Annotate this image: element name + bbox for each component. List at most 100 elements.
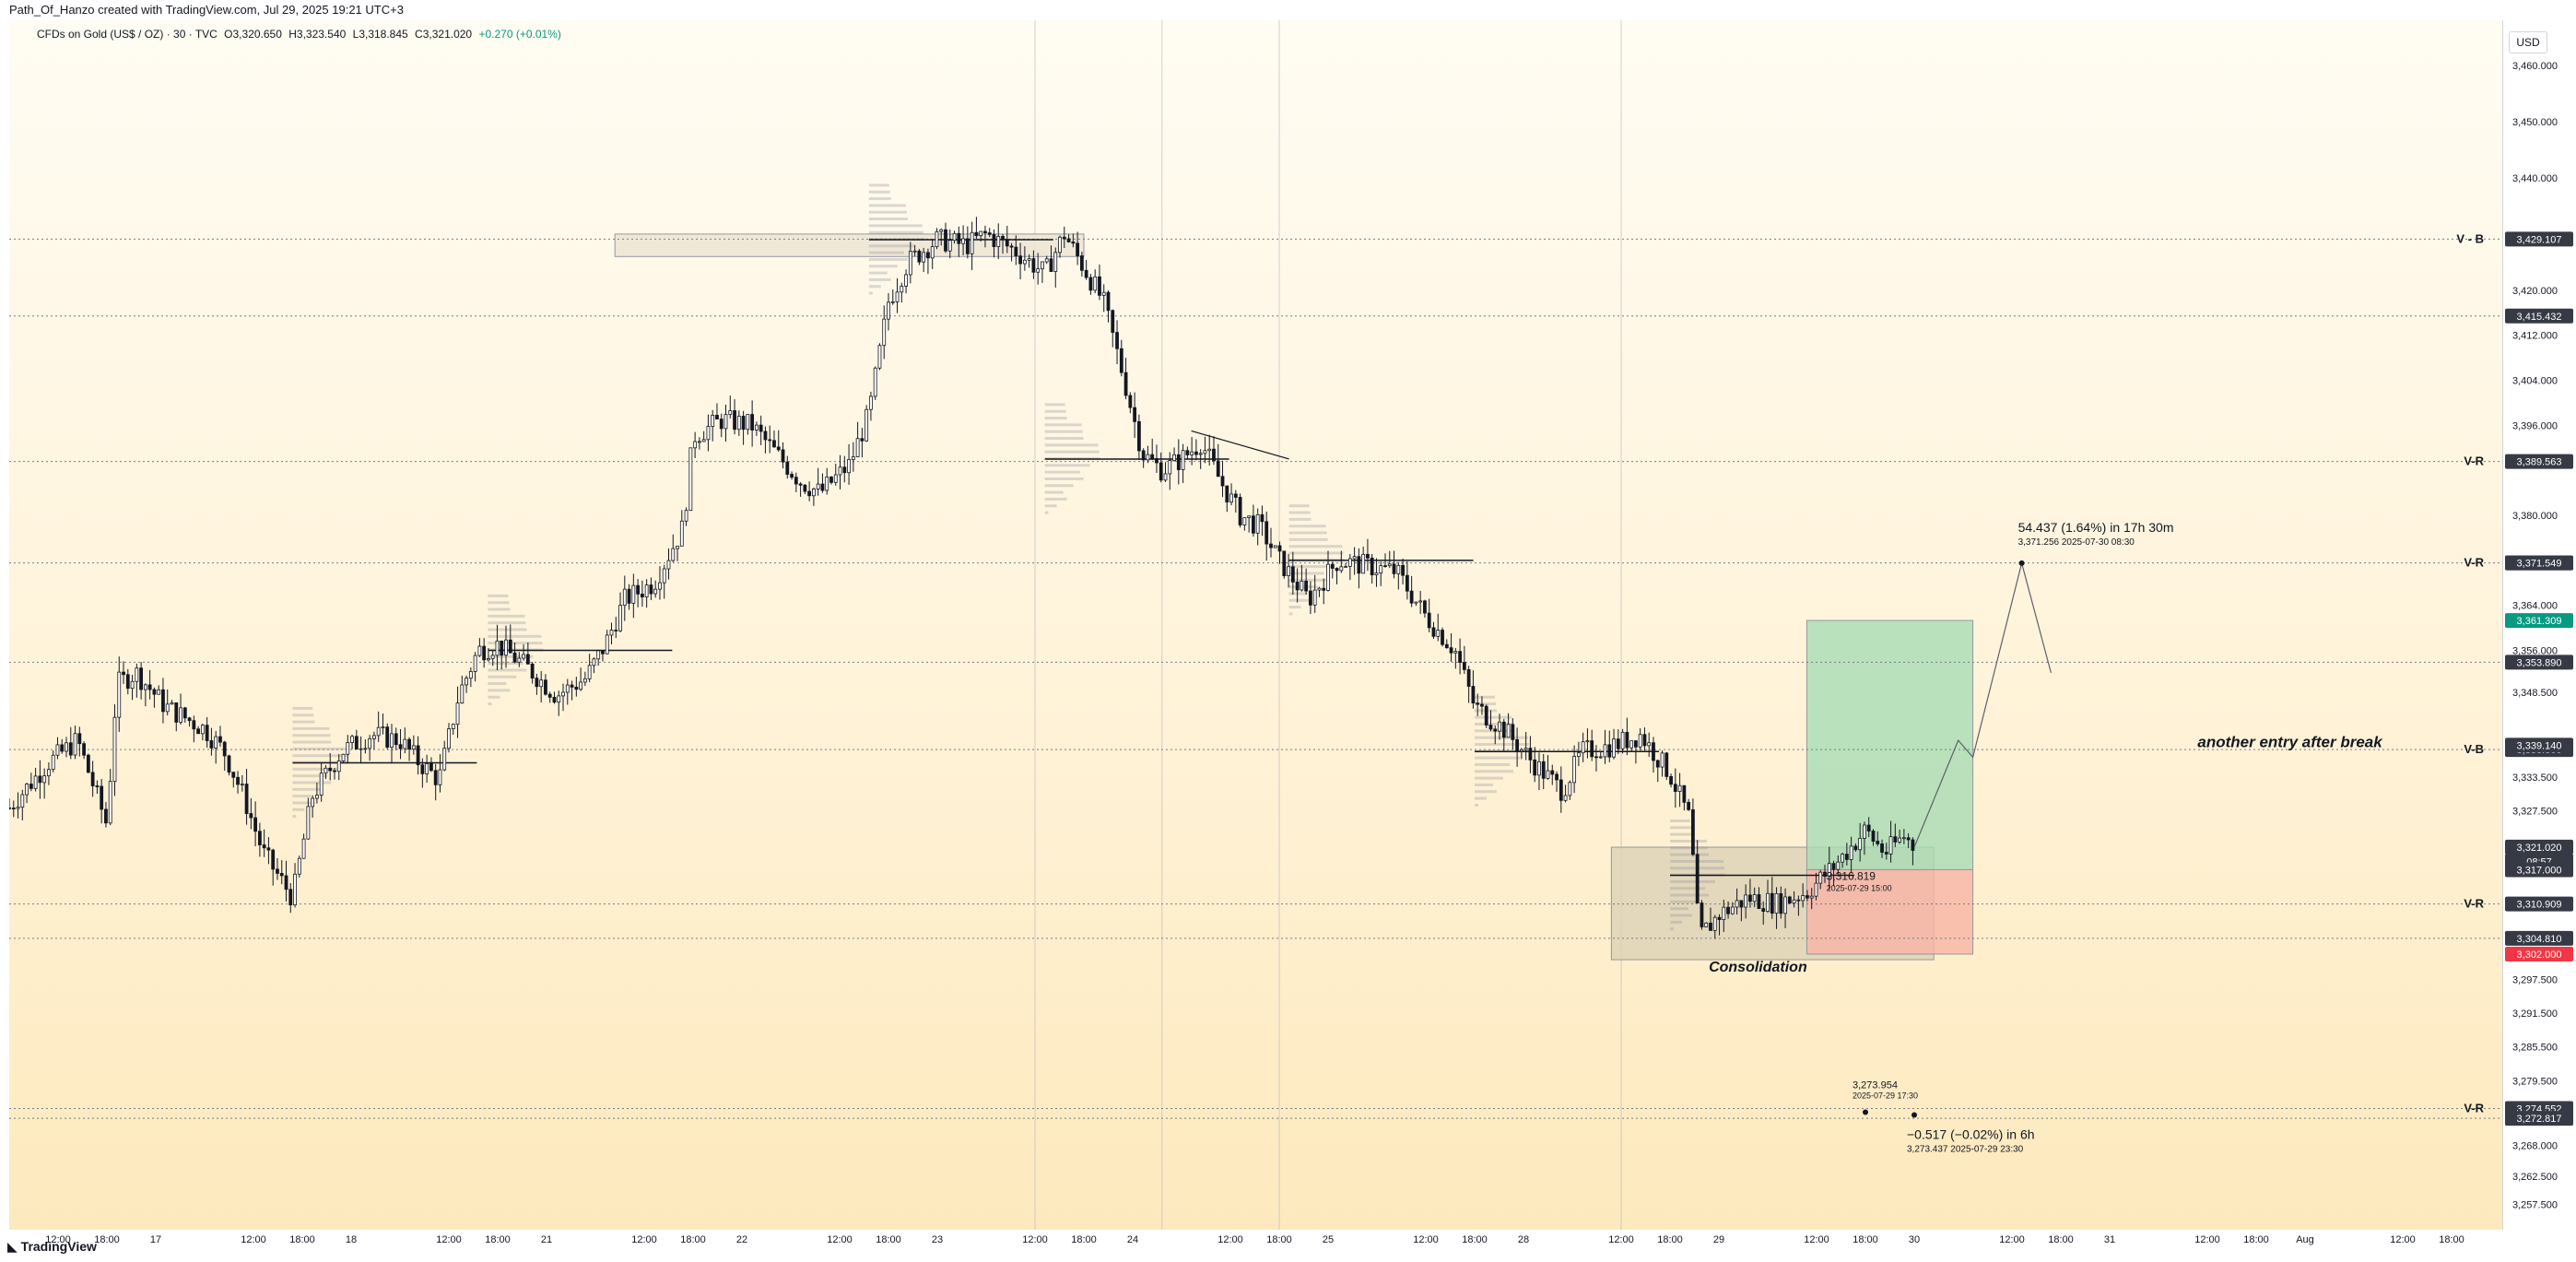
- x-tick-label: 29: [1713, 1234, 1724, 1245]
- candle-body: [249, 813, 253, 819]
- candle-body: [1304, 580, 1309, 592]
- price-tag: 3,361.309: [2517, 616, 2562, 627]
- candle-body: [1066, 238, 1071, 242]
- candle-body: [741, 416, 746, 430]
- candle-body: [1405, 574, 1409, 592]
- candle-body: [266, 847, 271, 851]
- level-price-tag: 3,353.890: [2517, 657, 2562, 668]
- price-tag-bg: [2505, 737, 2573, 753]
- candle-body: [1730, 906, 1735, 914]
- candle-body: [1027, 258, 1031, 261]
- measure-point: [1863, 1109, 1868, 1115]
- candle-body: [1155, 458, 1159, 464]
- level-price-tag: 3,310.909: [2517, 900, 2562, 911]
- price-chart[interactable]: V - B V-R V-R V-B V-R V-R 54.437 (1.64%) in 17…: [9, 20, 2502, 1230]
- candle-body: [1106, 291, 1111, 312]
- volume-profile-bar: [1475, 715, 1511, 719]
- candle-body: [1555, 773, 1559, 781]
- candle-body: [961, 238, 965, 244]
- candle-body: [135, 667, 139, 682]
- candle-body: [530, 663, 535, 678]
- candle-body: [1752, 894, 1757, 902]
- candle-body: [1863, 824, 1866, 839]
- candle-body: [11, 808, 16, 809]
- candle-body: [1818, 871, 1823, 884]
- candle-body: [1001, 236, 1005, 240]
- candle-body: [1462, 662, 1466, 670]
- candle-body: [1876, 841, 1880, 844]
- candle-body: [1366, 553, 1370, 559]
- candle-body: [1700, 902, 1704, 927]
- candle-body: [1128, 395, 1133, 408]
- candle-body: [1287, 566, 1290, 576]
- x-tick-label: 28: [1518, 1234, 1529, 1245]
- y-tick-label: 3,268.000: [2512, 1140, 2558, 1151]
- candle-body: [1133, 407, 1137, 422]
- candle-body: [1252, 515, 1255, 534]
- volume-profile-bar: [1670, 879, 1715, 883]
- chart-plot-area[interactable]: V - B V-R V-R V-B V-R V-R 54.437 (1.64%) in 17…: [9, 20, 2502, 1230]
- y-tick-label: 3,348.500: [2512, 688, 2558, 699]
- candle-body: [1511, 724, 1515, 740]
- volume-profile-bar: [292, 740, 332, 744]
- candle-body: [1326, 563, 1330, 591]
- candle-body: [609, 630, 614, 636]
- candle-body: [157, 689, 161, 695]
- candle-body: [1717, 916, 1722, 920]
- candle-body: [385, 726, 390, 748]
- candle-body: [544, 679, 547, 695]
- candle-body: [1493, 728, 1498, 732]
- candle-body: [1062, 236, 1066, 240]
- candle-body: [1884, 852, 1888, 855]
- volume-profile-bar: [1044, 464, 1090, 467]
- candle-body: [882, 318, 887, 347]
- candle-body: [1216, 460, 1220, 478]
- candle-body: [922, 252, 926, 263]
- candle-body: [1444, 643, 1449, 649]
- candle-body: [1212, 448, 1216, 462]
- candle-body: [1744, 894, 1748, 908]
- candle-body: [376, 726, 381, 737]
- candle-body: [1704, 922, 1709, 927]
- candle-body: [1269, 543, 1273, 548]
- volume-profile-bar: [868, 183, 889, 187]
- candle-body: [776, 446, 781, 451]
- candle-body: [653, 588, 658, 595]
- candle-body: [1871, 831, 1876, 842]
- candle-body: [525, 654, 530, 665]
- candle-body: [112, 716, 117, 783]
- volume-profile-bar: [292, 774, 328, 778]
- volume-profile-bar: [1044, 443, 1099, 447]
- currency-button[interactable]: USD: [2509, 31, 2547, 53]
- tradingview-brand[interactable]: ◣ TradingView: [7, 1239, 97, 1255]
- candle-body: [336, 761, 341, 773]
- volume-profile-bar: [292, 726, 330, 730]
- x-tick-label: 18:00: [1071, 1234, 1097, 1245]
- candle-body: [1309, 590, 1312, 606]
- volume-profile-bar: [292, 787, 322, 791]
- candle-body: [1044, 258, 1049, 263]
- volume-profile-bar: [1475, 783, 1493, 786]
- candle-body: [1207, 448, 1212, 452]
- candle-body: [429, 763, 433, 772]
- volume-profile-bar: [1670, 914, 1692, 917]
- candle-body: [1203, 450, 1207, 454]
- volume-profile-bar: [868, 271, 888, 275]
- price-axis[interactable]: 3,460.000 3,450.000 3,440.000 3,420.000 3,41…: [2502, 20, 2576, 1230]
- candle-body: [1841, 854, 1844, 863]
- footer: 12:00 18:00 17 12:00 18:00 18 12:00 18:00 21 12:0…: [0, 1230, 2576, 1262]
- candle-body: [579, 681, 582, 690]
- candle-body: [1176, 454, 1181, 470]
- candle-body: [262, 844, 266, 849]
- candle-body: [618, 605, 622, 631]
- candle-body: [55, 744, 60, 756]
- candle-body: [152, 689, 157, 695]
- candle-body: [1260, 513, 1264, 523]
- candle-body: [473, 655, 477, 672]
- candle-body: [420, 764, 425, 774]
- candle-body: [1357, 556, 1361, 574]
- level-price-tag-bg: [2505, 655, 2573, 670]
- volume-profile-bar: [868, 244, 914, 248]
- candle-body: [1233, 493, 1238, 498]
- price-tag-bg: [2505, 555, 2573, 571]
